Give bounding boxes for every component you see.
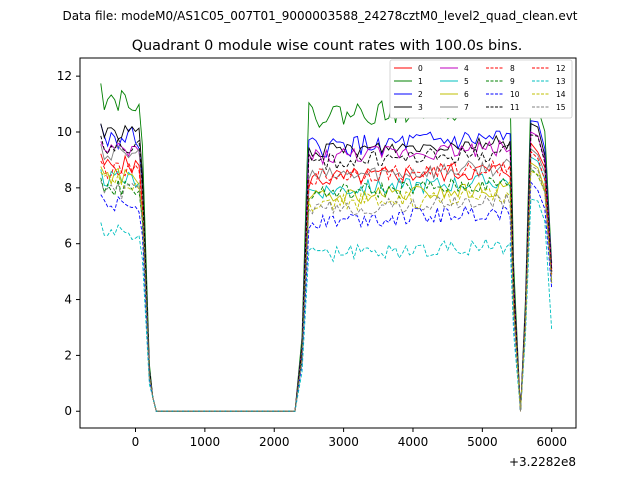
legend-label-10: 10 xyxy=(510,90,520,99)
legend-label-5: 5 xyxy=(464,77,469,86)
x-tick-label: 2000 xyxy=(259,435,290,449)
x-tick-label: 6000 xyxy=(536,435,567,449)
legend-label-12: 12 xyxy=(556,64,566,73)
chart-title: Quadrant 0 module wise count rates with … xyxy=(132,38,523,54)
legend-label-2: 2 xyxy=(418,90,423,99)
y-tick-label: 10 xyxy=(57,125,72,139)
x-tick-label: 3000 xyxy=(328,435,359,449)
legend-label-14: 14 xyxy=(556,90,566,99)
y-tick-label: 4 xyxy=(64,293,72,307)
y-tick-label: 12 xyxy=(57,69,72,83)
legend-label-3: 3 xyxy=(418,103,423,112)
x-axis: 0 1000 2000 3000 4000 5000 6000 xyxy=(132,428,567,449)
x-tick-label: 5000 xyxy=(467,435,498,449)
legend-label-0: 0 xyxy=(418,64,423,73)
series-line-10 xyxy=(100,181,553,412)
legend-label-15: 15 xyxy=(556,103,566,112)
x-tick-label: 0 xyxy=(132,435,140,449)
x-offset-label: +3.2282e8 xyxy=(509,455,576,469)
legend-label-4: 4 xyxy=(464,64,469,73)
series-layer xyxy=(100,83,553,412)
legend-label-6: 6 xyxy=(464,90,469,99)
axes-frame xyxy=(79,57,577,429)
x-tick-label: 4000 xyxy=(398,435,429,449)
legend-box xyxy=(389,59,573,119)
legend-label-1: 1 xyxy=(418,77,423,86)
legend-label-13: 13 xyxy=(556,77,566,86)
y-tick-label: 8 xyxy=(64,181,72,195)
legend-label-9: 9 xyxy=(510,77,515,86)
y-axis: 0 2 4 6 8 10 12 xyxy=(57,69,80,418)
series-line-15 xyxy=(100,164,553,412)
chart-suptitle: Data file: modeM0/AS1C05_007T01_90000035… xyxy=(62,9,577,23)
series-line-13 xyxy=(100,198,553,412)
plot-area xyxy=(100,83,553,412)
x-tick-label: 1000 xyxy=(190,435,221,449)
legend-label-8: 8 xyxy=(510,64,515,73)
legend-label-11: 11 xyxy=(510,103,520,112)
y-tick-label: 0 xyxy=(64,404,72,418)
legend-label-7: 7 xyxy=(464,103,469,112)
y-tick-label: 6 xyxy=(64,237,72,251)
y-tick-label: 2 xyxy=(64,348,72,362)
